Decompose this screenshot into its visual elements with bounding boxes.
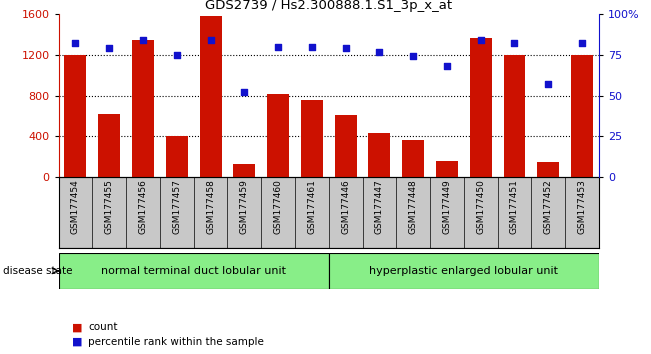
Title: GDS2739 / Hs2.300888.1.S1_3p_x_at: GDS2739 / Hs2.300888.1.S1_3p_x_at [205,0,452,12]
Text: normal terminal duct lobular unit: normal terminal duct lobular unit [101,266,286,276]
Bar [571,55,593,177]
Text: GSM177453: GSM177453 [577,179,587,234]
Point [205,38,215,43]
Bar [200,16,221,177]
Bar [436,161,458,177]
Text: GSM177452: GSM177452 [544,179,553,234]
Text: GSM177458: GSM177458 [206,179,215,234]
Point [374,49,385,55]
Bar [301,100,323,177]
Text: GSM177461: GSM177461 [307,179,316,234]
Bar [59,253,329,289]
Text: GSM177451: GSM177451 [510,179,519,234]
Point [408,54,419,59]
Point [577,41,587,46]
Bar [267,93,289,177]
Text: GSM177460: GSM177460 [273,179,283,234]
Text: GSM177455: GSM177455 [105,179,114,234]
Point [70,41,81,46]
Bar [166,136,187,177]
Text: ■: ■ [72,337,82,347]
Text: GSM177456: GSM177456 [139,179,148,234]
Bar [402,140,424,177]
Text: GSM177450: GSM177450 [477,179,485,234]
Point [340,46,351,51]
Point [104,46,115,51]
Bar [503,55,525,177]
Point [138,38,148,43]
Text: count: count [88,322,117,332]
Bar [537,162,559,177]
Bar [329,253,599,289]
Text: GSM177448: GSM177448 [409,179,418,234]
Text: hyperplastic enlarged lobular unit: hyperplastic enlarged lobular unit [369,266,559,276]
Point [239,90,249,95]
Point [442,63,452,69]
Point [172,52,182,58]
Text: ■: ■ [72,322,82,332]
Text: percentile rank within the sample: percentile rank within the sample [88,337,264,347]
Bar [470,38,492,177]
Bar [335,115,357,177]
Bar [233,164,255,177]
Bar [368,133,391,177]
Text: disease state: disease state [3,266,73,276]
Point [509,41,519,46]
Text: GSM177447: GSM177447 [375,179,384,234]
Text: GSM177459: GSM177459 [240,179,249,234]
Bar [132,40,154,177]
Bar [64,55,87,177]
Point [307,44,317,50]
Text: GSM177446: GSM177446 [341,179,350,234]
Bar [98,114,120,177]
Point [273,44,283,50]
Text: GSM177449: GSM177449 [443,179,451,234]
Text: GSM177454: GSM177454 [71,179,80,234]
Text: GSM177457: GSM177457 [173,179,181,234]
Point [543,81,553,87]
Point [475,38,486,43]
